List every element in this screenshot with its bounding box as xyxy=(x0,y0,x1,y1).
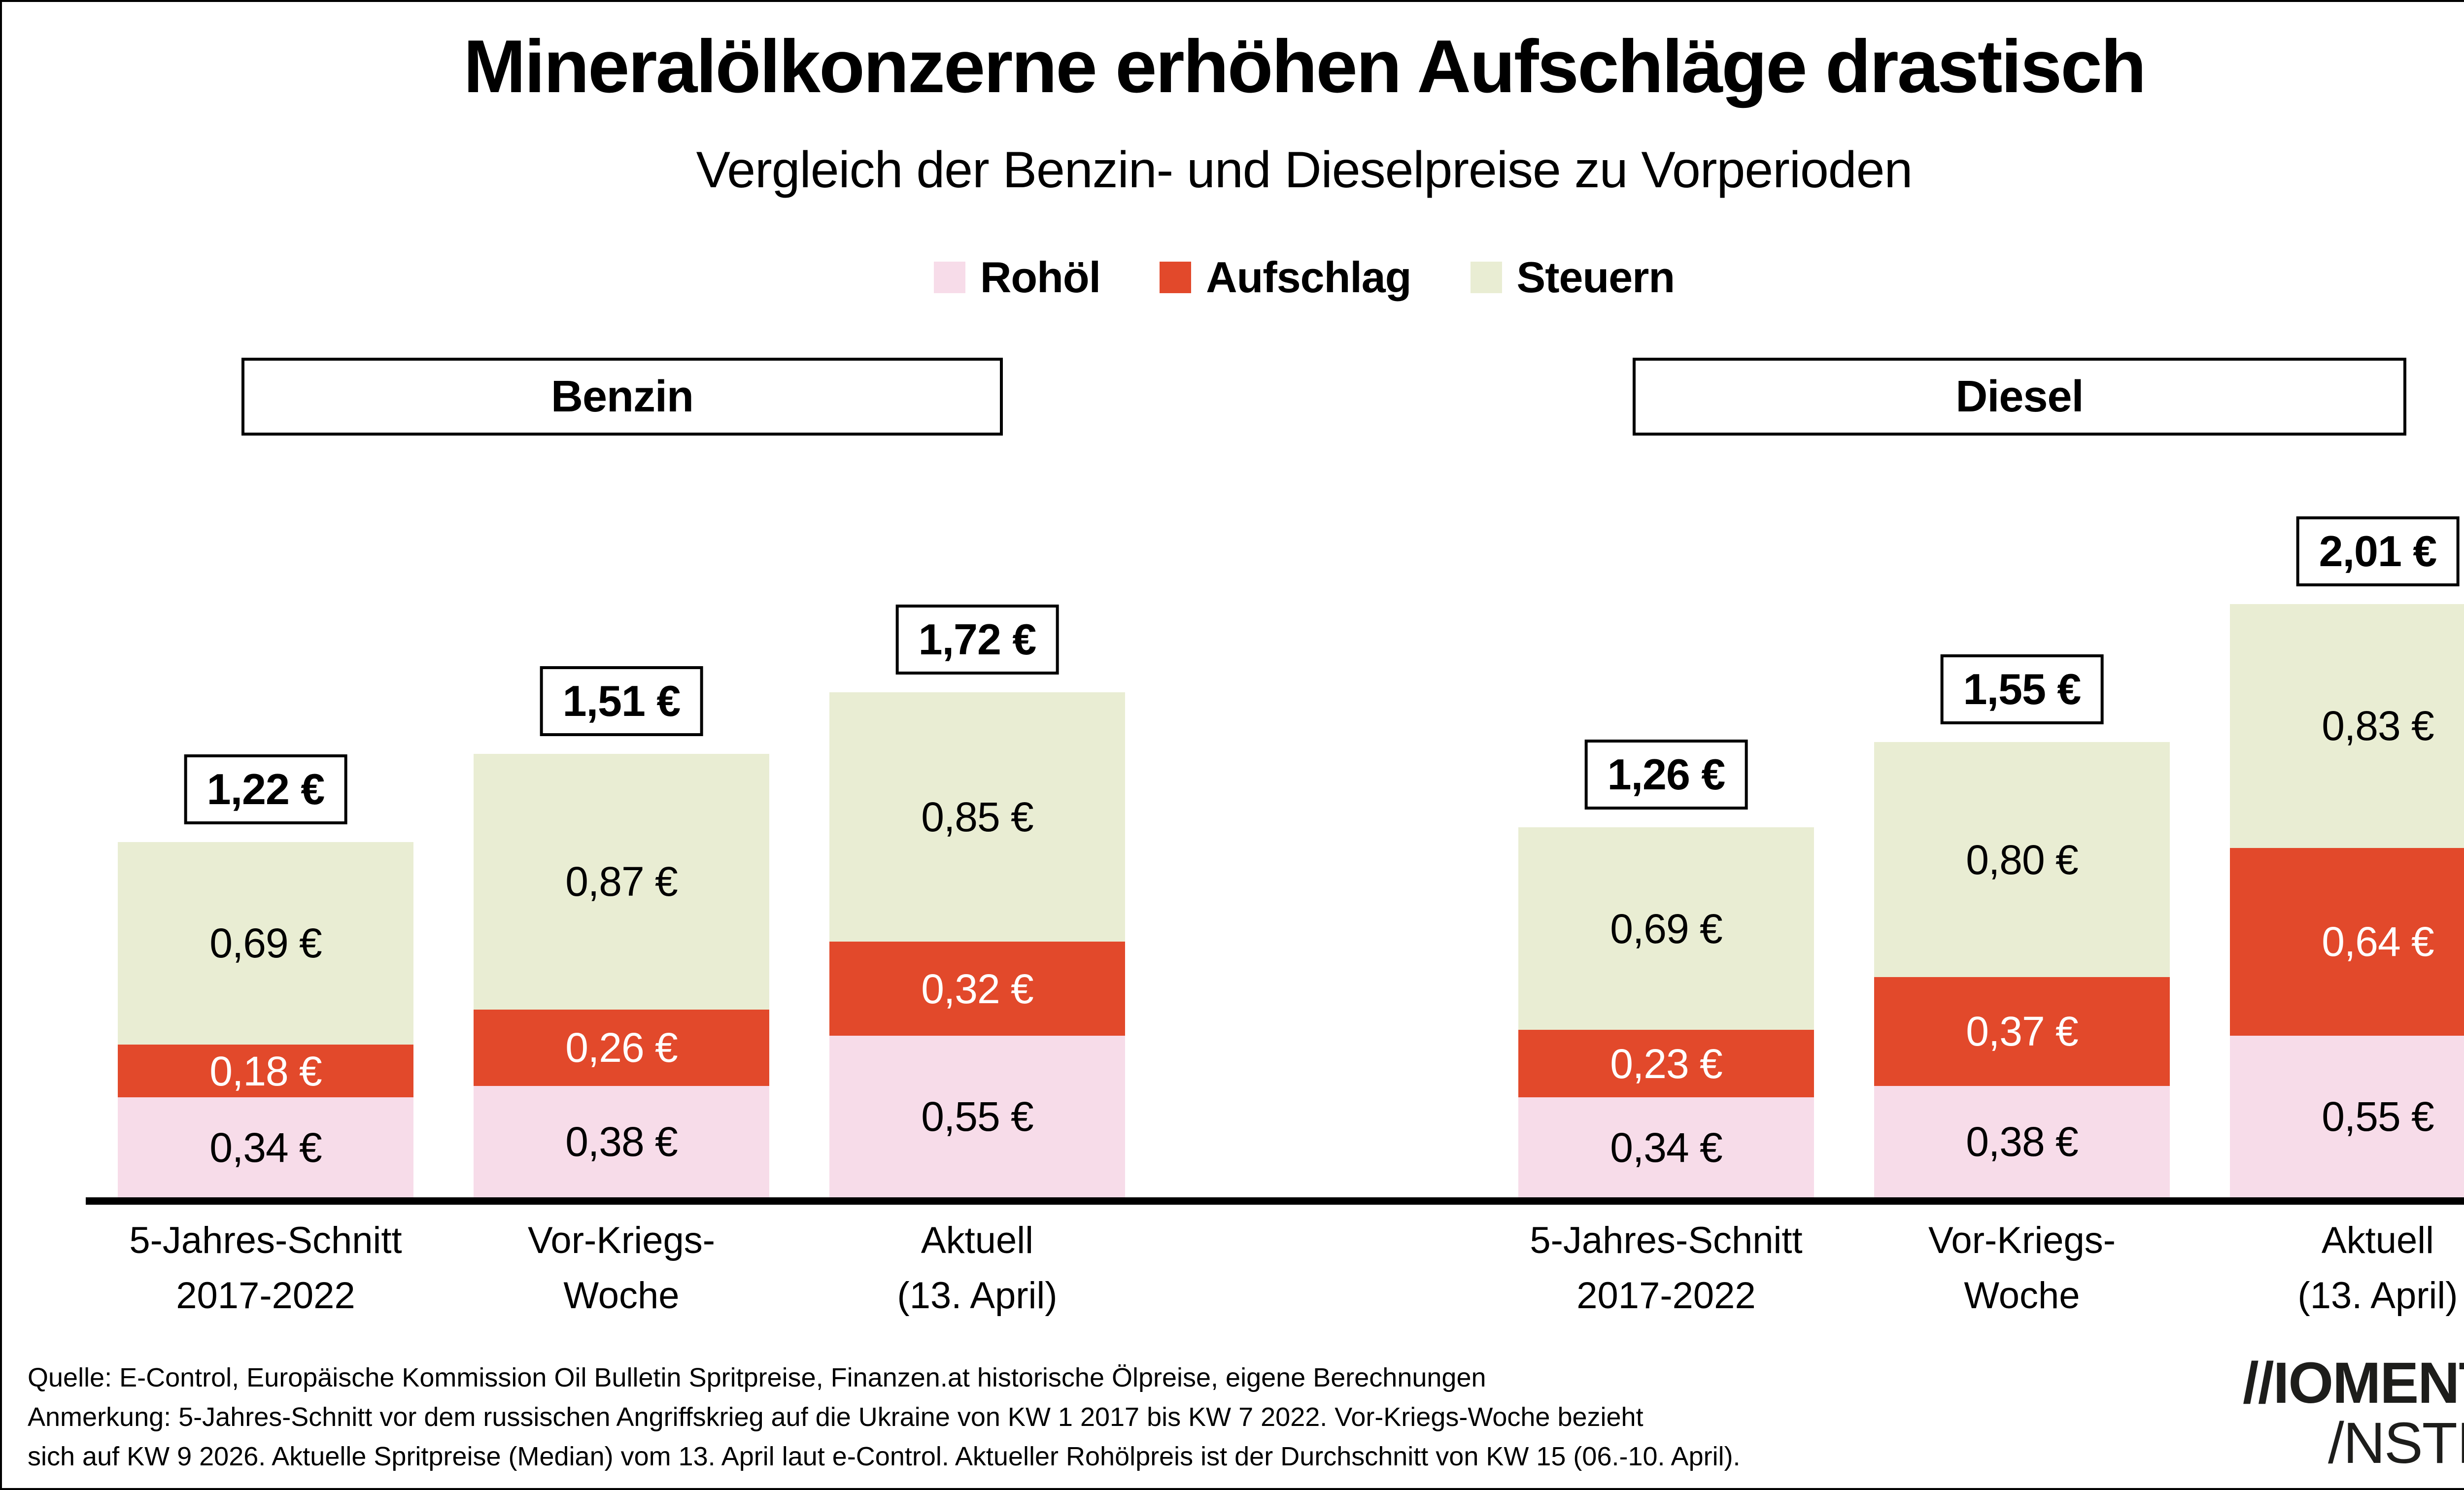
total-value-box: 2,01 € xyxy=(2296,516,2460,587)
logo-wordmark-momentum: //IOMENTUM xyxy=(2243,1351,2464,1416)
x-axis-category-label: Aktuell (13. April) xyxy=(897,1219,1058,1317)
legend-label: Steuern xyxy=(1516,253,1676,302)
page-subtitle: Vergleich der Benzin- und Dieselpreise z… xyxy=(696,141,1913,199)
group-label-box-diesel: Diesel xyxy=(1633,358,2406,436)
total-value-box: 1,55 € xyxy=(1940,654,2104,725)
bar-segment-aufschlag: 0,64 € xyxy=(2230,847,2464,1036)
bar-segment-steuern: 0,69 € xyxy=(118,842,413,1045)
total-value-box: 1,26 € xyxy=(1584,740,1748,810)
x-axis-line xyxy=(86,1197,2464,1205)
x-axis-category-label: 5-Jahres-Schnitt 2017-2022 xyxy=(1530,1219,1803,1317)
segment-value-label: 0,23 € xyxy=(1610,1040,1723,1087)
x-axis-category-label: Vor-Kriegs- Woche xyxy=(1928,1219,2116,1317)
bar-segment-aufschlag: 0,37 € xyxy=(1874,977,2170,1086)
bar-segment-steuern: 0,87 € xyxy=(474,754,769,1010)
segment-value-label: 0,69 € xyxy=(1610,905,1723,952)
bar-segment-rohöl: 0,34 € xyxy=(1518,1097,1814,1197)
legend-label: Rohöl xyxy=(980,253,1101,302)
segment-value-label: 0,34 € xyxy=(209,1124,322,1171)
stacked-bar-benzin-1: 0,87 € 0,26 € 0,38 € xyxy=(474,754,769,1197)
stacked-bar-diesel-2: 0,83 € 0,64 € 0,55 € xyxy=(2230,604,2464,1197)
group-label-diesel: Diesel xyxy=(1955,372,2084,421)
x-axis-category-label: 5-Jahres-Schnitt 2017-2022 xyxy=(129,1219,402,1317)
x-axis-category-label: Vor-Kriegs- Woche xyxy=(527,1219,716,1317)
bar-segment-rohöl: 0,55 € xyxy=(829,1036,1125,1197)
stacked-bar-diesel-1: 0,80 € 0,37 € 0,38 € xyxy=(1874,742,2170,1197)
segment-value-label: 0,32 € xyxy=(921,965,1034,1012)
segment-value-label: 0,38 € xyxy=(565,1118,678,1165)
total-value-box: 1,51 € xyxy=(540,666,703,737)
segment-value-label: 0,55 € xyxy=(2322,1093,2434,1140)
segment-value-label: 0,55 € xyxy=(921,1093,1034,1140)
legend-item-aufschlag: Aufschlag xyxy=(1160,252,1412,303)
logo-wordmark-institut: /NSTITUT xyxy=(2328,1411,2464,1476)
segment-value-label: 0,38 € xyxy=(1966,1118,2079,1165)
segment-value-label: 0,34 € xyxy=(1610,1124,1723,1171)
bar-segment-steuern: 0,80 € xyxy=(1874,742,2170,977)
bar-segment-steuern: 0,69 € xyxy=(1518,827,1814,1030)
legend-item-steuern: Steuern xyxy=(1470,252,1676,303)
x-axis-category-label: Aktuell (13. April) xyxy=(2297,1219,2458,1317)
legend-swatch-aufschlag-icon xyxy=(1160,262,1192,293)
legend-swatch-steuern-icon xyxy=(1470,262,1502,293)
bar-segment-rohöl: 0,55 € xyxy=(2230,1036,2464,1197)
total-value-box: 1,22 € xyxy=(184,754,347,824)
bar-segment-steuern: 0,85 € xyxy=(829,692,1125,942)
bar-segment-rohöl: 0,38 € xyxy=(474,1085,769,1197)
segment-value-label: 0,64 € xyxy=(2322,918,2434,965)
segment-value-label: 0,87 € xyxy=(565,858,678,905)
segment-value-label: 0,69 € xyxy=(209,920,322,967)
legend-label: Aufschlag xyxy=(1206,253,1411,302)
legend-item-rohoel: Rohöl xyxy=(933,252,1101,303)
group-label-box-benzin: Benzin xyxy=(241,358,1003,436)
total-value-box: 1,72 € xyxy=(895,604,1059,675)
bar-segment-rohöl: 0,34 € xyxy=(118,1097,413,1197)
footer-source: Quelle: E-Control, Europäische Kommissio… xyxy=(28,1363,1486,1392)
segment-value-label: 0,26 € xyxy=(565,1024,678,1071)
segment-value-label: 0,85 € xyxy=(921,794,1034,841)
page-title: Mineralölkonzerne erhöhen Aufschläge dra… xyxy=(463,25,2146,108)
segment-value-label: 0,83 € xyxy=(2322,703,2434,749)
bar-segment-aufschlag: 0,26 € xyxy=(474,1009,769,1086)
bar-segment-rohöl: 0,38 € xyxy=(1874,1085,2170,1197)
footer-note-line-2: sich auf KW 9 2026. Aktuelle Spritpreise… xyxy=(28,1442,1741,1471)
bar-segment-steuern: 0,83 € xyxy=(2230,604,2464,848)
segment-value-label: 0,80 € xyxy=(1966,836,2079,883)
stacked-bar-diesel-0: 0,69 € 0,23 € 0,34 € xyxy=(1518,827,1814,1197)
segment-value-label: 0,37 € xyxy=(1966,1008,2079,1055)
legend: Rohöl Aufschlag Steuern xyxy=(2,252,2464,303)
momentum-institut-logo: //IOMENTUM /NSTITUT xyxy=(2243,1353,2464,1473)
bar-segment-aufschlag: 0,32 € xyxy=(829,942,1125,1036)
footer: Quelle: E-Control, Europäische Kommissio… xyxy=(28,1358,1741,1476)
footer-note-line-1: Anmerkung: 5-Jahres-Schnitt vor dem russ… xyxy=(28,1402,1643,1432)
bar-segment-aufschlag: 0,23 € xyxy=(1518,1030,1814,1098)
stacked-bar-benzin-2: 0,85 € 0,32 € 0,55 € xyxy=(829,692,1125,1197)
segment-value-label: 0,18 € xyxy=(209,1048,322,1094)
bar-segment-aufschlag: 0,18 € xyxy=(118,1045,413,1098)
group-label-benzin: Benzin xyxy=(550,372,694,421)
stacked-bar-benzin-0: 0,69 € 0,18 € 0,34 € xyxy=(118,842,413,1197)
legend-swatch-rohoel-icon xyxy=(933,262,965,293)
